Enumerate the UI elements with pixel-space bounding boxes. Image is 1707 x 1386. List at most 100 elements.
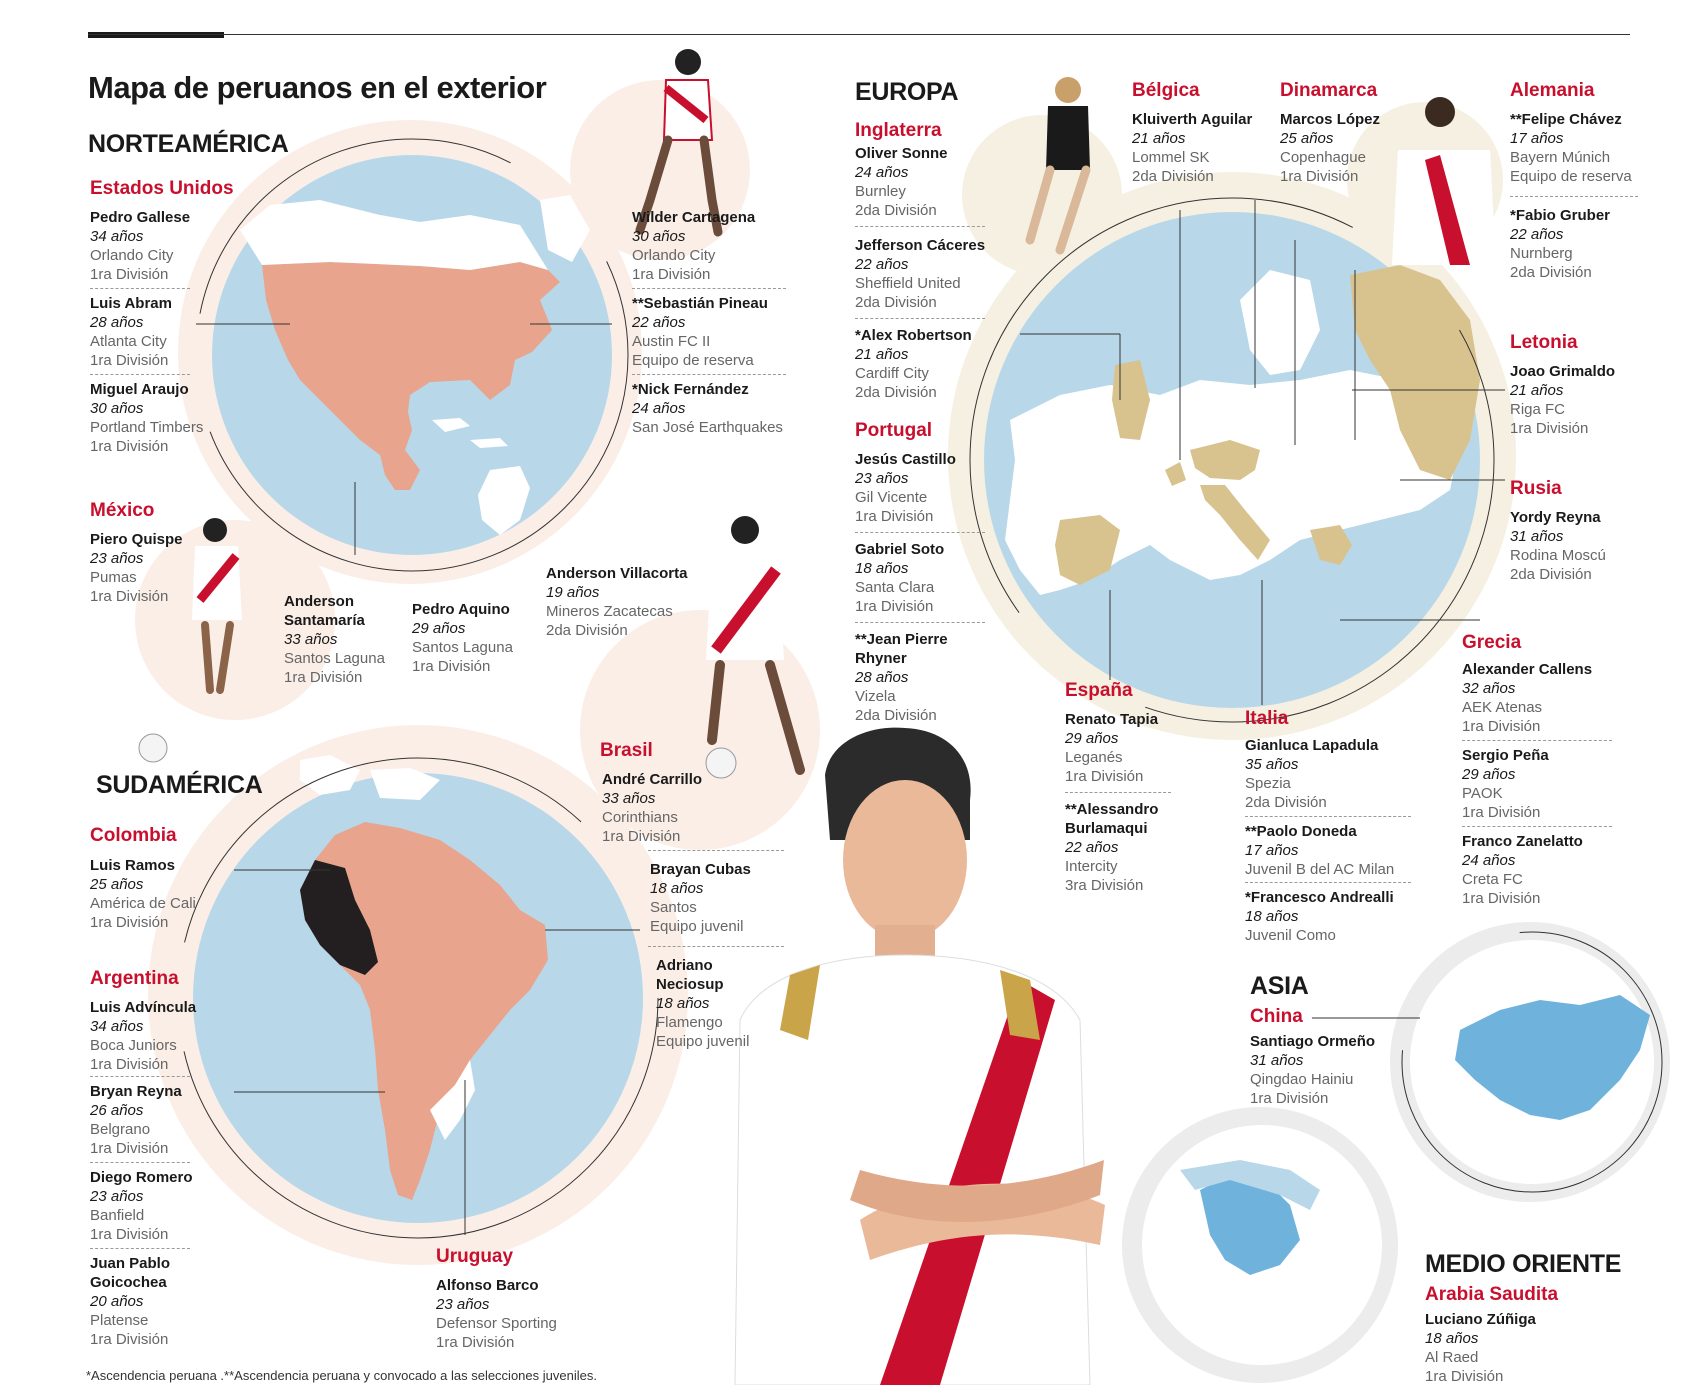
- player-club: Flamengo: [656, 1014, 723, 1031]
- player-division: 1ra División: [90, 1331, 169, 1348]
- player-name: **Jean Pierre Rhyner: [855, 631, 948, 667]
- player-club: Santos: [650, 899, 697, 916]
- player-age: 18 años: [855, 560, 909, 577]
- player-club: Boca Juniors: [90, 1037, 177, 1054]
- player-division: Equipo de reserva: [1510, 168, 1632, 185]
- player-card: André Carrillo 33 años Corinthians 1ra D…: [602, 770, 702, 846]
- player-name: Wilder Cartagena: [632, 209, 756, 226]
- player-division: 1ra División: [1462, 804, 1541, 821]
- player-name: Pedro Aquino: [412, 601, 510, 618]
- player-card: Anderson Santamaría 33 años Santos Lagun…: [284, 592, 394, 687]
- divider: [1065, 792, 1171, 793]
- player-age: 21 años: [855, 346, 909, 363]
- player-name: Sergio Peña: [1462, 747, 1549, 764]
- player-card: Luis Advíncula 34 años Boca Juniors 1ra …: [90, 998, 196, 1074]
- player-card: Luciano Zúñiga 18 años Al Raed 1ra Divis…: [1425, 1310, 1536, 1386]
- country-china: China: [1250, 1006, 1303, 1027]
- player-card: Pedro Gallese 34 años Orlando City 1ra D…: [90, 208, 190, 284]
- player-division: 1ra División: [284, 669, 363, 686]
- player-division: 1ra División: [1250, 1090, 1329, 1107]
- player-age: 17 años: [1510, 130, 1564, 147]
- player-name: Luis Advíncula: [90, 999, 197, 1016]
- player-card: Diego Romero 23 años Banfield 1ra Divisi…: [90, 1168, 193, 1244]
- region-europe: EUROPA: [855, 78, 959, 106]
- player-card: Luis Ramos 25 años América de Cali 1ra D…: [90, 856, 196, 932]
- player-photo: [1392, 97, 1496, 265]
- player-division: 1ra División: [90, 438, 169, 455]
- player-age: 30 años: [90, 400, 144, 417]
- country-inglaterra: Inglaterra: [855, 120, 942, 141]
- country-usa: Estados Unidos: [90, 178, 234, 199]
- divider: [855, 318, 985, 319]
- player-division: 1ra División: [90, 352, 169, 369]
- player-age: 23 años: [90, 550, 144, 567]
- player-photo: [192, 518, 242, 694]
- player-division: 1ra División: [90, 1226, 169, 1243]
- player-division: 1ra División: [632, 266, 711, 283]
- country-grecia: Grecia: [1462, 632, 1522, 653]
- player-club: Banfield: [90, 1207, 145, 1224]
- player-division: 1ra División: [1425, 1368, 1504, 1385]
- player-age: 22 años: [1065, 839, 1119, 856]
- player-division: 2da División: [1510, 566, 1592, 583]
- player-card: Alfonso Barco 23 años Defensor Sporting …: [436, 1276, 557, 1352]
- player-card: Brayan Cubas 18 años Santos Equipo juven…: [650, 860, 751, 936]
- divider: [90, 1162, 190, 1163]
- player-card: Alexander Callens 32 años AEK Atenas 1ra…: [1462, 660, 1592, 736]
- player-card: *Nick Fernández 24 años San José Earthqu…: [632, 380, 783, 437]
- player-club: Pumas: [90, 569, 137, 586]
- player-name: Santiago Ormeño: [1250, 1033, 1376, 1050]
- divider: [632, 374, 786, 375]
- player-club: Platense: [90, 1312, 149, 1329]
- player-name: Miguel Araujo: [90, 381, 189, 398]
- player-division: Equipo juvenil: [650, 918, 744, 935]
- player-name: **Sebastián Pineau: [632, 295, 768, 312]
- player-division: 3ra División: [1065, 877, 1144, 894]
- player-card: Bryan Reyna 26 años Belgrano 1ra Divisió…: [90, 1082, 182, 1158]
- player-name: Anderson Villacorta: [546, 565, 688, 582]
- player-club: Belgrano: [90, 1121, 151, 1138]
- player-name: Pedro Gallese: [90, 209, 191, 226]
- player-name: Juan Pablo Goicochea: [90, 1255, 171, 1291]
- country-dinamarca: Dinamarca: [1280, 80, 1378, 101]
- player-age: 33 años: [602, 790, 656, 807]
- player-age: 18 años: [1425, 1330, 1479, 1347]
- player-card: Oliver Sonne 24 años Burnley 2da Divisió…: [855, 144, 948, 220]
- player-club: Vizela: [855, 688, 896, 705]
- player-age: 21 años: [1132, 130, 1186, 147]
- player-club: Corinthians: [602, 809, 678, 826]
- divider: [632, 288, 786, 289]
- player-photo: [1025, 77, 1091, 255]
- player-age: 32 años: [1462, 680, 1516, 697]
- player-division: 1ra División: [1462, 718, 1541, 735]
- player-card: Kluiverth Aguilar 21 años Lommel SK 2da …: [1132, 110, 1252, 186]
- player-club: AEK Atenas: [1462, 699, 1543, 716]
- player-card: *Francesco Andrealli 18 años Juvenil Com…: [1245, 888, 1394, 945]
- player-card: Miguel Araujo 30 años Portland Timbers 1…: [90, 380, 203, 456]
- player-card: Yordy Reyna 31 años Rodina Moscú 2da Div…: [1510, 508, 1606, 584]
- country-arabia-saudita: Arabia Saudita: [1425, 1284, 1559, 1305]
- divider: [1462, 740, 1612, 741]
- player-card: Juan Pablo Goicochea 20 años Platense 1r…: [90, 1254, 190, 1349]
- region-north-america: NORTEAMÉRICA: [88, 130, 289, 158]
- player-age: 34 años: [90, 1018, 144, 1035]
- country-brasil: Brasil: [600, 740, 653, 761]
- player-club: Juvenil B del AC Milan: [1245, 861, 1395, 878]
- player-club: Lommel SK: [1132, 149, 1210, 166]
- player-division: 2da División: [1245, 794, 1327, 811]
- player-age: 26 años: [90, 1102, 144, 1119]
- player-club: Austin FC II: [632, 333, 711, 350]
- divider: [90, 1248, 190, 1249]
- player-name: Gianluca Lapadula: [1245, 737, 1379, 754]
- player-age: 18 años: [656, 995, 710, 1012]
- player-club: Defensor Sporting: [436, 1315, 557, 1332]
- player-age: 18 años: [650, 880, 704, 897]
- player-card: Jesús Castillo 23 años Gil Vicente 1ra D…: [855, 450, 956, 526]
- player-division: 1ra División: [855, 508, 934, 525]
- player-age: 24 años: [632, 400, 686, 417]
- divider: [855, 532, 985, 533]
- player-division: 1ra División: [412, 658, 491, 675]
- coach-photo: [734, 727, 1105, 1385]
- football-icon: [138, 733, 737, 779]
- country-colombia: Colombia: [90, 825, 177, 846]
